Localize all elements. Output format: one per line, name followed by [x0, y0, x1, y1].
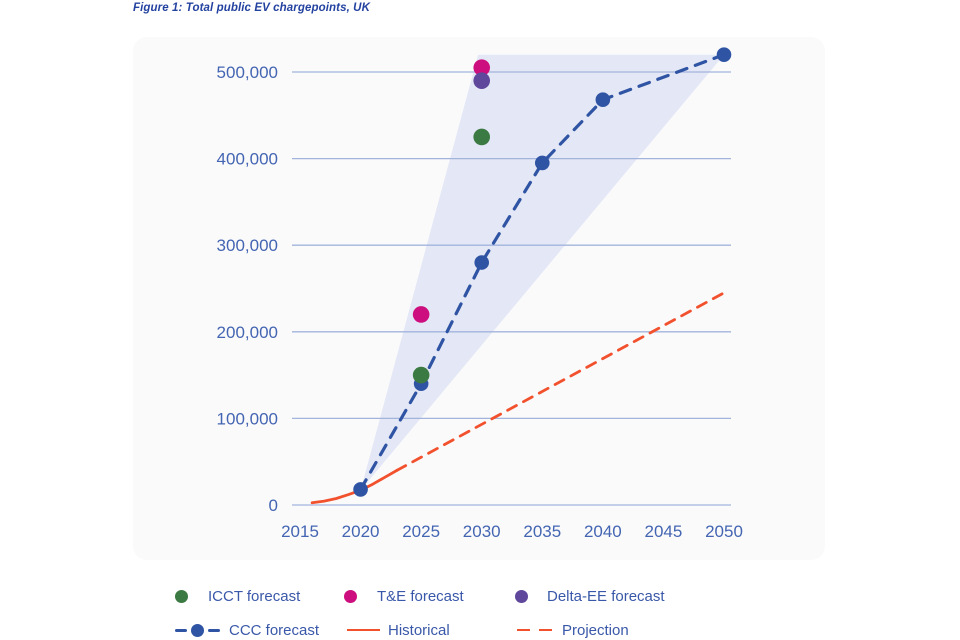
x-tick-label: 2035 [523, 522, 561, 541]
ccc-forecast-point [534, 155, 550, 171]
figure-title: Figure 1: Total public EV chargepoints, … [133, 2, 370, 14]
x-tick-label: 2040 [584, 522, 622, 541]
deltaee-forecast-point [473, 72, 491, 89]
y-tick-label: 500,000 [217, 63, 278, 82]
y-tick-label: 200,000 [217, 323, 278, 342]
ccc-forecast-point [474, 255, 490, 270]
x-tick-label: 2025 [402, 522, 440, 541]
x-tick-label: 2050 [705, 522, 743, 541]
te-forecast-point [412, 306, 430, 323]
x-tick-label: 2030 [463, 522, 501, 541]
y-tick-label: 0 [269, 496, 278, 515]
te-forecast-point [473, 59, 491, 76]
x-tick-label: 2045 [645, 522, 683, 541]
y-tick-label: 300,000 [217, 236, 278, 255]
ccc-forecast-point [716, 47, 732, 62]
icct-forecast-point [473, 128, 491, 146]
ccc-forecast-point [595, 92, 611, 108]
x-tick-label: 2015 [281, 522, 319, 541]
y-tick-label: 400,000 [217, 150, 278, 169]
ccc-forecast-point [353, 482, 368, 497]
icct-forecast-point [412, 366, 430, 384]
ccc-forecast-range-area [360, 54, 724, 491]
projection-line [395, 291, 726, 472]
ccc-forecast-line [359, 53, 726, 491]
y-tick-label: 100,000 [217, 409, 278, 428]
x-tick-label: 2020 [342, 522, 380, 541]
